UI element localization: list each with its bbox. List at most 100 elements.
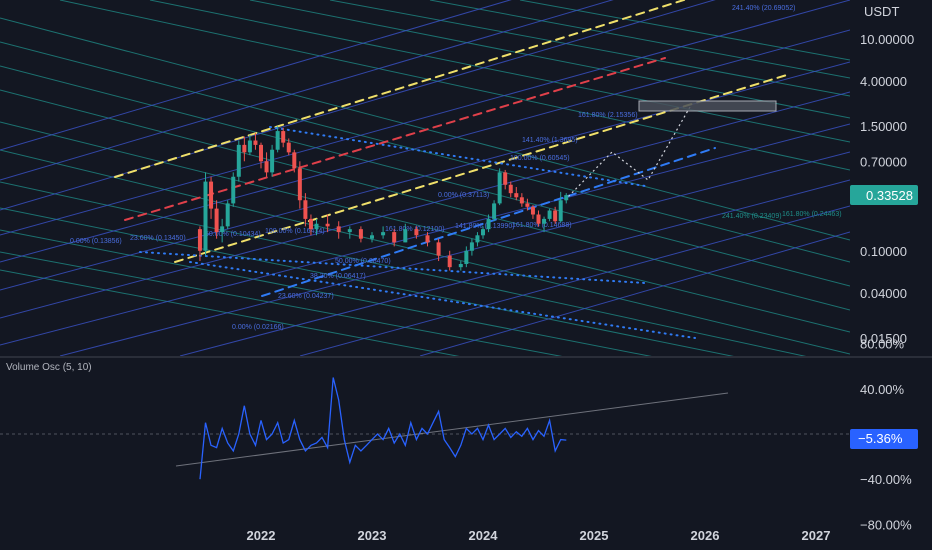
candle-body	[519, 197, 524, 204]
fib-level-label: 23.60% (0.13450)	[130, 235, 186, 242]
candle-body	[325, 223, 330, 227]
time-tick-label: 2023	[358, 528, 387, 543]
fib-level-label: 100.00% (0.60545)	[510, 155, 570, 162]
time-tick-label: 2027	[802, 528, 831, 543]
candle-body	[297, 168, 302, 201]
candle-body	[492, 203, 497, 219]
candle-body	[270, 149, 275, 173]
osc-value-badge	[850, 429, 918, 449]
target-zone-box[interactable]	[638, 100, 777, 112]
candle-body	[458, 263, 463, 268]
currency-label: USDT	[864, 4, 899, 19]
price-tick-label: 0.04000	[860, 286, 907, 301]
fib-channel-line	[419, 231, 850, 356]
fib-level-label: 161.80% (0.14688)	[512, 222, 572, 229]
price-tick-label: 0.10000	[860, 244, 907, 259]
price-tick-label: 0.01500	[860, 331, 907, 346]
candle-body	[347, 229, 352, 233]
fib-channel-line	[299, 205, 850, 356]
candle-body	[303, 200, 308, 219]
candle-body	[370, 235, 374, 239]
fib-channel-line	[179, 179, 850, 356]
fib-fan-line	[249, 0, 850, 119]
osc-trend-line[interactable]	[175, 392, 729, 467]
fib-fan-line	[0, 181, 807, 356]
fib-level-label: 50.00% (0.10434)	[205, 231, 261, 238]
candle-body	[414, 229, 419, 236]
candle-body	[275, 131, 280, 150]
fib-channel-line	[0, 123, 850, 346]
time-tick-label: 2024	[469, 528, 499, 543]
candle-body	[381, 232, 386, 236]
fib-fan-line	[329, 0, 850, 97]
candle-body	[514, 193, 519, 198]
fib-level-label: 23.60% (0.04237)	[278, 293, 334, 300]
candlestick-series	[197, 126, 569, 271]
candle-body	[286, 142, 291, 153]
price-tick-label: 10.00000	[860, 32, 914, 47]
upper-yellow-dashed-trendline[interactable]	[114, 0, 700, 178]
fib-fan-line	[0, 121, 850, 333]
time-axis[interactable]: 2022 2023 2024 2025 2026 2027	[247, 528, 831, 543]
candle-body	[525, 203, 530, 207]
candle-body	[530, 206, 535, 215]
blue-dotted-support-line[interactable]	[139, 251, 646, 284]
candle-body	[308, 218, 313, 230]
candle-body	[403, 229, 408, 243]
fib-fan-line	[0, 251, 563, 356]
candle-body	[508, 184, 513, 194]
candle-body	[264, 161, 269, 173]
candle-body	[225, 203, 230, 227]
time-tick-label: 2026	[691, 528, 720, 543]
candle-body	[236, 144, 241, 177]
candle-body	[358, 229, 363, 239]
fib-channel-line	[0, 0, 512, 151]
time-tick-label: 2022	[247, 528, 276, 543]
fibonacci-channel-lines	[0, 0, 850, 356]
candle-body	[436, 242, 441, 256]
candle-body	[197, 229, 202, 251]
fib-fan-line	[0, 207, 734, 356]
osc-tick-label: 40.00%	[860, 382, 905, 397]
candle-body	[564, 195, 569, 201]
blue-dotted-lower-line[interactable]	[189, 261, 696, 339]
candle-body	[481, 229, 485, 236]
candle-body	[209, 181, 214, 209]
fib-channel-line	[59, 151, 850, 356]
fib-level-label: 50.00% (0.08470)	[335, 258, 391, 265]
fib-level-label: 161.80% (0.24463)	[782, 211, 842, 218]
price-tick-label: 4.00000	[860, 74, 907, 89]
candle-body	[231, 176, 236, 204]
candle-body	[536, 214, 541, 224]
red-dashed-trendline[interactable]	[124, 57, 666, 221]
candle-body	[220, 226, 225, 233]
fib-fan-line	[59, 0, 850, 171]
candle-body	[558, 200, 563, 222]
osc-tick-label: −80.00%	[860, 517, 912, 532]
candle-body	[553, 210, 558, 222]
oscillator-title: Volume Osc (5, 10)	[6, 362, 92, 373]
oscillator-pane[interactable]: Volume Osc (5, 10) 80.00% 40.00% −40.00% −8…	[0, 337, 918, 533]
fib-channel-line	[0, 0, 614, 181]
price-axis[interactable]: USDT 10.00000 4.00000 1.50000 0.70000 0.1000…	[850, 4, 918, 346]
candle-body	[259, 144, 263, 162]
price-tick-label: 0.70000	[860, 154, 907, 169]
last-price-badge	[850, 185, 918, 205]
candle-body	[203, 181, 208, 251]
candle-body	[503, 172, 508, 185]
fib-level-label: 241.40% (20.69052)	[732, 5, 795, 12]
candle-body	[281, 131, 286, 143]
fib-fan-line	[429, 0, 850, 79]
candle-body	[242, 144, 247, 153]
price-tick-label: 1.50000	[860, 119, 907, 134]
fib-level-label: 100.00% (0.16434)	[265, 228, 325, 235]
fib-level-label: 0.00% (0.02166)	[232, 324, 284, 331]
osc-value-label: −5.36%	[858, 431, 903, 446]
fib-level-label: 241.40% (0.23409)	[722, 213, 782, 220]
fib-level-label: 161.80% (2.15356)	[578, 112, 638, 119]
candle-body	[253, 140, 258, 145]
candle-body	[314, 223, 319, 230]
candle-body	[425, 235, 430, 243]
